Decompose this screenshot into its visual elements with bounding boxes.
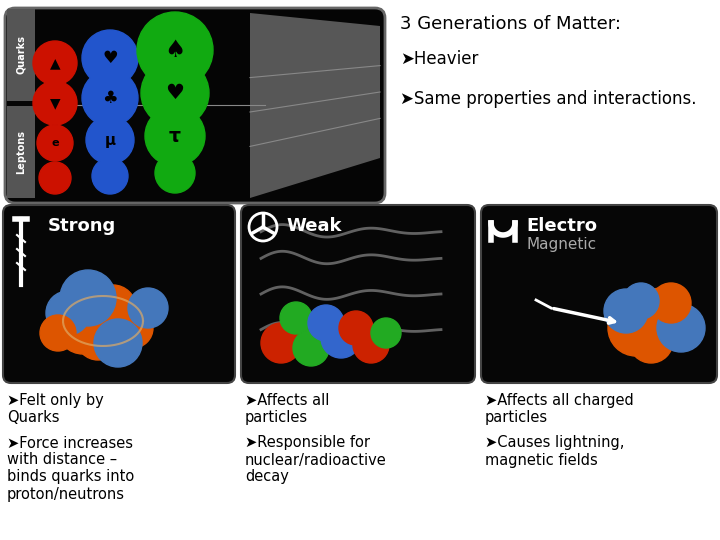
Bar xyxy=(7,9,35,101)
Circle shape xyxy=(128,288,168,328)
Circle shape xyxy=(37,125,73,161)
Text: ➤Affects all: ➤Affects all xyxy=(245,393,329,408)
Text: Electro: Electro xyxy=(526,217,597,235)
Circle shape xyxy=(339,311,373,345)
FancyBboxPatch shape xyxy=(241,205,475,383)
Circle shape xyxy=(46,291,90,335)
FancyBboxPatch shape xyxy=(3,205,235,383)
Text: decay: decay xyxy=(245,469,289,484)
Circle shape xyxy=(145,106,205,166)
Text: μ: μ xyxy=(104,132,115,147)
Circle shape xyxy=(137,12,213,88)
Circle shape xyxy=(353,327,389,363)
Text: e: e xyxy=(51,138,59,148)
Polygon shape xyxy=(250,13,380,198)
Text: Leptons: Leptons xyxy=(16,130,26,174)
Text: with distance –: with distance – xyxy=(7,453,117,468)
Circle shape xyxy=(321,318,361,358)
Circle shape xyxy=(657,304,705,352)
Circle shape xyxy=(141,59,209,127)
Text: ➤Felt only by: ➤Felt only by xyxy=(7,393,104,408)
Text: ♥: ♥ xyxy=(102,49,118,67)
Text: binds quarks into: binds quarks into xyxy=(7,469,134,484)
Text: ➤Same properties and interactions.: ➤Same properties and interactions. xyxy=(400,90,696,108)
Circle shape xyxy=(57,302,109,354)
Text: Strong: Strong xyxy=(48,217,116,235)
Circle shape xyxy=(94,319,142,367)
Circle shape xyxy=(92,158,128,194)
Circle shape xyxy=(636,288,686,338)
Circle shape xyxy=(60,270,116,326)
Text: particles: particles xyxy=(485,410,548,425)
Circle shape xyxy=(82,30,138,86)
Text: ▼: ▼ xyxy=(50,96,60,110)
Text: ♣: ♣ xyxy=(102,89,118,107)
Text: particles: particles xyxy=(245,410,308,425)
Circle shape xyxy=(308,305,344,341)
Circle shape xyxy=(608,300,664,356)
Bar xyxy=(7,106,35,198)
Circle shape xyxy=(261,323,301,363)
Circle shape xyxy=(90,285,136,331)
Circle shape xyxy=(33,41,77,85)
Text: magnetic fields: magnetic fields xyxy=(485,453,598,468)
Circle shape xyxy=(39,162,71,194)
Circle shape xyxy=(76,316,120,360)
Text: ➤Causes lightning,: ➤Causes lightning, xyxy=(485,435,624,450)
FancyBboxPatch shape xyxy=(481,205,717,383)
Text: 3 Generations of Matter:: 3 Generations of Matter: xyxy=(400,15,621,33)
Text: τ: τ xyxy=(169,126,181,145)
Circle shape xyxy=(651,283,691,323)
Text: ➤Heavier: ➤Heavier xyxy=(400,50,478,68)
Text: ♠: ♠ xyxy=(164,38,186,62)
Text: ▲: ▲ xyxy=(50,56,60,70)
Text: ➤Responsible for: ➤Responsible for xyxy=(245,435,370,450)
Text: ➤Force increases: ➤Force increases xyxy=(7,435,133,450)
Text: Weak: Weak xyxy=(286,217,341,235)
Text: ➤Affects all charged: ➤Affects all charged xyxy=(485,393,634,408)
Circle shape xyxy=(40,315,76,351)
Circle shape xyxy=(155,153,195,193)
Circle shape xyxy=(82,70,138,126)
Circle shape xyxy=(33,81,77,125)
Text: Quarks: Quarks xyxy=(7,410,60,425)
Text: Magnetic: Magnetic xyxy=(526,237,596,252)
Circle shape xyxy=(629,319,673,363)
Text: proton/neutrons: proton/neutrons xyxy=(7,487,125,502)
FancyBboxPatch shape xyxy=(5,8,385,203)
Circle shape xyxy=(604,289,648,333)
Circle shape xyxy=(293,330,329,366)
Circle shape xyxy=(86,116,134,164)
Text: Quarks: Quarks xyxy=(16,36,26,75)
Text: ♥: ♥ xyxy=(166,83,184,103)
Circle shape xyxy=(113,308,153,348)
Circle shape xyxy=(623,283,659,319)
Text: nuclear/radioactive: nuclear/radioactive xyxy=(245,453,387,468)
Circle shape xyxy=(371,318,401,348)
Circle shape xyxy=(280,302,312,334)
